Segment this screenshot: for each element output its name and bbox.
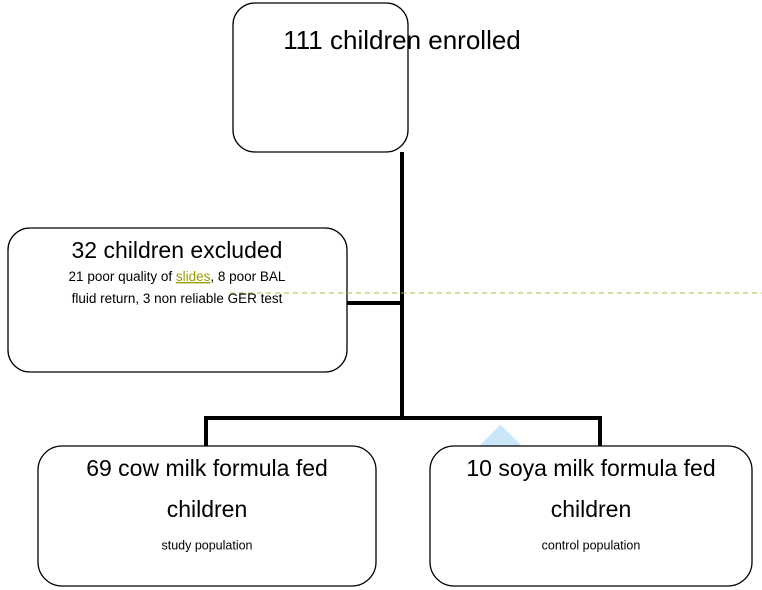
node-details: fluid return, 3 non reliable GER test <box>72 291 283 306</box>
node-label: 32 children excluded <box>72 237 283 263</box>
node-box <box>37 445 377 587</box>
connector <box>204 416 602 447</box>
node-note: control population <box>542 538 641 552</box>
detail-text: 21 poor quality of <box>69 269 176 284</box>
node-details: 21 poor quality of slides, 8 poor BAL <box>69 269 286 284</box>
node-box <box>7 227 348 373</box>
commented-text: slides <box>176 269 211 284</box>
node-note: study population <box>161 538 252 552</box>
node-box <box>429 445 753 587</box>
node-label: 111 children enrolled <box>283 25 521 55</box>
detail-text: , 8 poor BAL <box>210 269 286 284</box>
node-label: children <box>551 496 632 522</box>
node-label: 10 soya milk formula fed <box>466 455 715 481</box>
node-box <box>232 2 409 153</box>
detail-text: fluid return, 3 non reliable GER test <box>72 291 283 306</box>
node-label: 69 cow milk formula fed <box>86 455 328 481</box>
node-label: children <box>167 496 248 522</box>
